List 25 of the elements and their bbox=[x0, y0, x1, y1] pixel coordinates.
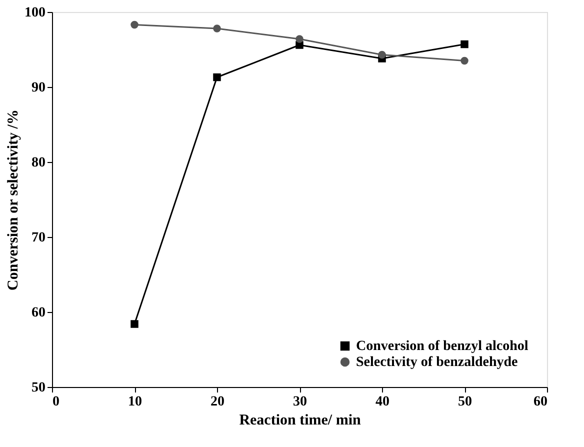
x-axis-title: Reaction time/ min bbox=[239, 412, 362, 428]
y-axis-title: Conversion or selectivity /% bbox=[6, 110, 22, 290]
x-tick-label: 0 bbox=[52, 394, 60, 410]
legend-label: Selectivity of benzaldehyde bbox=[356, 355, 518, 370]
x-tick-label: 30 bbox=[293, 394, 307, 410]
x-tick-label: 40 bbox=[376, 394, 390, 410]
point bbox=[130, 20, 138, 29]
x-tick-label: 60 bbox=[534, 394, 548, 410]
point bbox=[296, 35, 304, 43]
y-tick-label: 100 bbox=[24, 6, 46, 20]
y-tick-label: 80 bbox=[32, 156, 46, 170]
point bbox=[213, 73, 221, 82]
point bbox=[130, 320, 138, 328]
point bbox=[460, 56, 468, 65]
legend-label: Conversion of benzyl alcohol bbox=[356, 339, 528, 354]
y-tick-label: 70 bbox=[32, 230, 46, 246]
x-tick-label: 50 bbox=[458, 394, 472, 410]
x-tick-label: 10 bbox=[128, 394, 142, 410]
point bbox=[213, 24, 221, 32]
y-tick-label: 60 bbox=[32, 306, 46, 320]
y-tick-label: 50 bbox=[32, 380, 46, 396]
point bbox=[378, 50, 386, 59]
x-tick-label: 20 bbox=[210, 394, 224, 410]
point bbox=[460, 40, 468, 48]
y-tick-label: 90 bbox=[32, 80, 46, 96]
